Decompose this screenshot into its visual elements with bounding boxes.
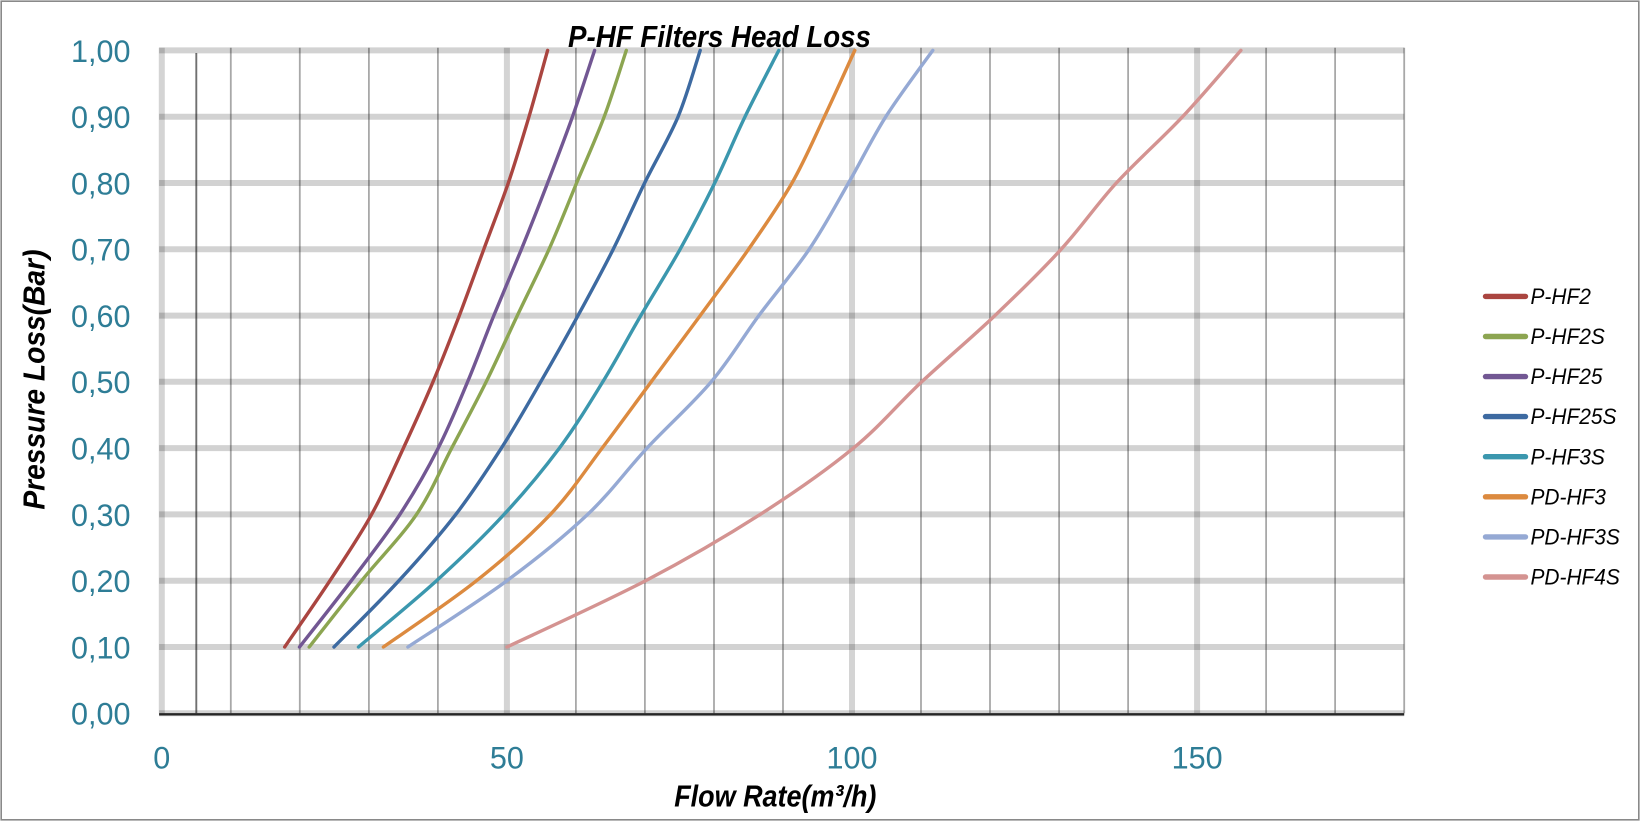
svg-text:Flow Rate(m³/h): Flow Rate(m³/h) [674,780,876,814]
svg-text:Pressure Loss(Bar): Pressure Loss(Bar) [17,250,52,510]
svg-text:1,00: 1,00 [71,33,130,69]
svg-text:100: 100 [827,740,878,776]
svg-text:P-HF3S: P-HF3S [1531,445,1606,470]
svg-text:0,70: 0,70 [71,232,130,268]
svg-text:0,50: 0,50 [71,365,130,401]
svg-text:P-HF2: P-HF2 [1531,285,1591,310]
svg-text:150: 150 [1172,740,1223,776]
svg-text:0,40: 0,40 [71,431,130,467]
svg-text:0: 0 [153,740,170,776]
svg-text:0,90: 0,90 [71,100,130,136]
svg-text:P-HF Filters Head Loss: P-HF Filters Head Loss [568,20,871,55]
svg-text:PD-HF3S: PD-HF3S [1531,525,1621,550]
svg-text:P-HF25S: P-HF25S [1531,405,1618,430]
svg-text:0,30: 0,30 [71,497,130,533]
svg-text:0,00: 0,00 [71,696,130,732]
svg-text:0,20: 0,20 [71,564,130,600]
svg-text:PD-HF3: PD-HF3 [1531,485,1606,510]
svg-text:0,60: 0,60 [71,299,130,335]
svg-text:0,80: 0,80 [71,166,130,202]
svg-text:PD-HF4S: PD-HF4S [1531,565,1621,590]
svg-text:0,10: 0,10 [71,630,130,666]
svg-text:P-HF25: P-HF25 [1531,365,1603,390]
svg-text:P-HF2S: P-HF2S [1531,325,1606,350]
svg-text:50: 50 [490,740,524,776]
